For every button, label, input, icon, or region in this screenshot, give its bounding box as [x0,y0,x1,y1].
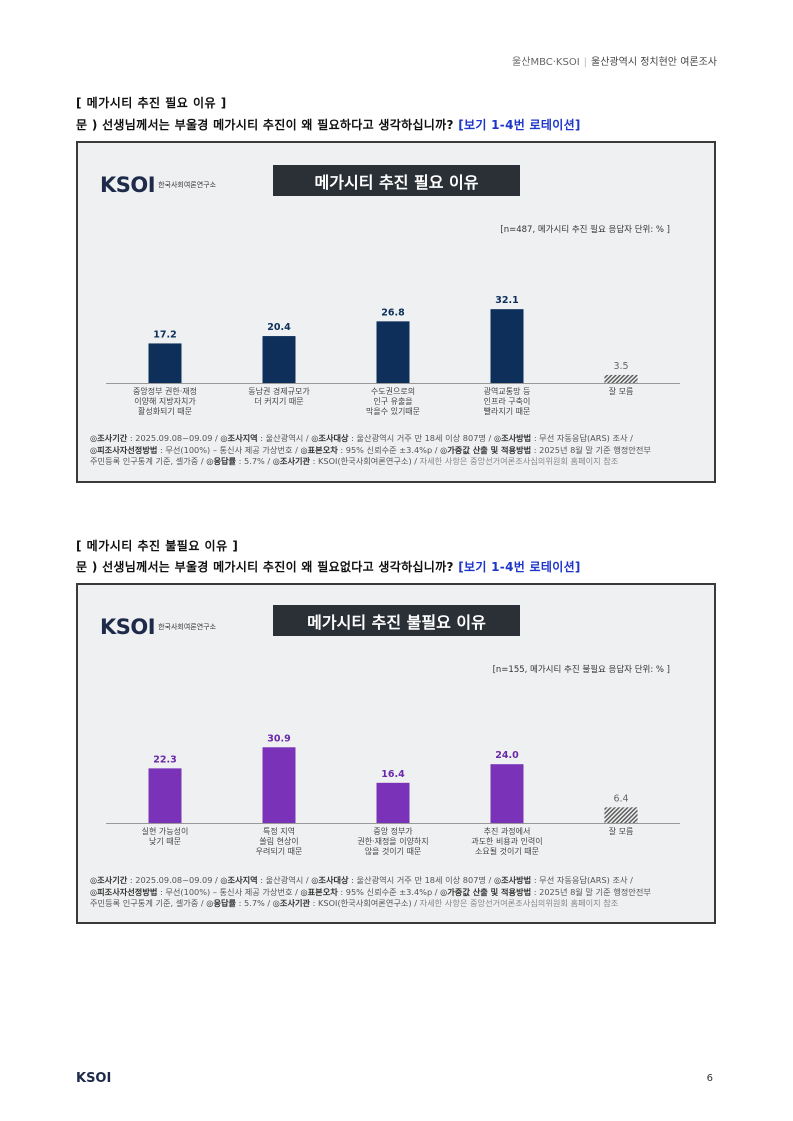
bar-chart-no-need: 22.3 30.9 16.4 24.0 6.4 실현 가능성이 낮기 때문 특정 지역 쏠림 현… [106,713,684,869]
category-label-line: 낮기 때문 [149,837,181,846]
bar [262,336,296,383]
data-label: 6.4 [613,793,628,804]
sample-note: [n=155, 메가시티 추진 불필요 응답자 단위: % ] [492,665,670,675]
category-label-line: 특정 지역 [263,827,295,836]
logo-wordmark: KSOI [100,615,156,639]
question-text: 문 ) 선생님께서는 부울경 메가시티 추진이 왜 필요하다고 생각하십니까? [76,118,454,132]
bar-chart-need: 17.2 20.4 26.8 32.1 3.5 중앙정부 권한·재정 이양해 지방자치가 활성… [106,273,684,428]
category-label: 광역교통망 등 인프라 구축이 빨라지기 때문 [452,387,562,417]
bar [376,321,410,383]
category-label-line: 과도한 비용과 인력이 [471,837,543,846]
category-label-line: 동남권 경제규모가 [248,387,310,396]
category-label-line: 인프라 구축이 [483,397,531,406]
logo-subtitle: 한국사회여론연구소 [158,181,217,189]
category-label-line: 막을수 있기때문 [365,407,421,416]
category-label: 중앙정부 권한·재정 이양해 지방자치가 활성화되기 때문 [110,387,220,417]
footer-logo: KSOI [76,1071,112,1086]
category-label-line: 소요될 것이기 때문 [475,847,539,856]
figure-no-need: KSOI 한국사회여론연구소 메가시티 추진 불필요 이유 [n=155, 메가… [76,583,716,924]
category-label-line: 더 커지기 때문 [254,397,304,406]
category-label-line: 권한·재정을 이양하지 [357,837,429,846]
running-header: 울산MBC·KSOI | 울산광역시 정치현안 여론조사 [512,53,717,68]
data-label: 30.9 [267,733,290,744]
ksoi-logo: KSOI 한국사회여론연구소 [100,615,216,639]
category-label-line: 광역교통망 등 [483,387,531,396]
ksoi-logo: KSOI 한국사회여론연구소 [100,173,216,197]
chart-svg: 17.2 20.4 26.8 32.1 3.5 [106,295,680,384]
category-label: 잘 모름 [566,827,676,837]
survey-notes: ◎조사기간 : 2025.09.08~09.09 / ◎조사지역 : 울산광역시… [90,433,651,466]
bar [148,768,182,823]
bar [604,807,638,823]
category-label-line: 중앙 정부가 [373,827,413,836]
rotation-note: [보기 1-4번 로테이션] [458,118,581,132]
logo-subtitle: 한국사회여론연구소 [158,623,217,631]
bar [148,343,182,383]
data-label: 20.4 [267,322,291,333]
category-label-line: 우려되기 때문 [255,847,303,856]
category-label-line: 인구 유출을 [373,397,413,406]
data-label: 26.8 [381,307,405,318]
category-label-line: 않을 것이기 때문 [364,847,422,856]
category-label-line: 추진 과정에서 [483,827,531,836]
bar [376,782,410,823]
logo-wordmark: KSOI [100,173,156,197]
category-label-line: 쏠림 현상이 [259,837,299,846]
category-label-line: 이양해 지방자치가 [134,397,196,406]
section-title-need: [ 메가시티 추진 필요 이유 ] [76,96,227,110]
bar [490,764,524,823]
survey-notes: ◎조사기간 : 2025.09.08~09.09 / ◎조사지역 : 울산광역시… [90,875,651,908]
category-label-line: 잘 모름 [608,387,634,396]
category-label-line: 잘 모름 [608,827,634,836]
data-label: 32.1 [495,295,518,306]
question-no-need: 문 ) 선생님께서는 부울경 메가시티 추진이 왜 필요없다고 생각하십니까? … [76,558,581,575]
category-label: 잘 모름 [566,387,676,397]
data-label: 3.5 [613,361,628,372]
figure-title: 메가시티 추진 불필요 이유 [273,605,520,636]
bar [490,309,524,383]
chart-svg: 22.3 30.9 16.4 24.0 6.4 [106,733,680,824]
category-label: 동남권 경제규모가 더 커지기 때문 [224,387,334,407]
bar [604,374,638,383]
data-label: 24.0 [495,750,519,761]
header-org: 울산MBC·KSOI [512,57,580,68]
section-title-no-need: [ 메가시티 추진 불필요 이유 ] [76,539,239,553]
data-label: 16.4 [381,769,405,780]
category-label-line: 활성화되기 때문 [137,407,193,416]
figure-need: KSOI 한국사회여론연구소 메가시티 추진 필요 이유 [n=487, 메가시… [76,141,716,483]
data-label: 22.3 [153,754,176,765]
figure-title: 메가시티 추진 필요 이유 [273,165,520,196]
category-label-line: 실현 가능성이 [141,827,189,836]
rotation-note: [보기 1-4번 로테이션] [458,560,581,574]
category-label-line: 수도권으로의 [370,387,416,396]
category-label-line: 중앙정부 권한·재정 [133,387,197,396]
category-label: 실현 가능성이 낮기 때문 [110,827,220,847]
category-label: 추진 과정에서 과도한 비용과 인력이 소요될 것이기 때문 [452,827,562,857]
category-label-line: 빨라지기 때문 [483,407,531,416]
question-need: 문 ) 선생님께서는 부울경 메가시티 추진이 왜 필요하다고 생각하십니까? … [76,116,581,133]
sample-note: [n=487, 메가시티 추진 필요 응답자 단위: % ] [500,225,670,235]
question-text: 문 ) 선생님께서는 부울경 메가시티 추진이 왜 필요없다고 생각하십니까? [76,560,454,574]
category-label: 특정 지역 쏠림 현상이 우려되기 때문 [224,827,334,857]
page-number: 6 [706,1073,713,1084]
header-survey-title: 울산광역시 정치현안 여론조사 [591,57,717,68]
category-label: 수도권으로의 인구 유출을 막을수 있기때문 [338,387,448,417]
category-label: 중앙 정부가 권한·재정을 이양하지 않을 것이기 때문 [338,827,448,857]
header-separator: | [583,57,588,68]
bar [262,747,296,823]
data-label: 17.2 [153,329,176,340]
